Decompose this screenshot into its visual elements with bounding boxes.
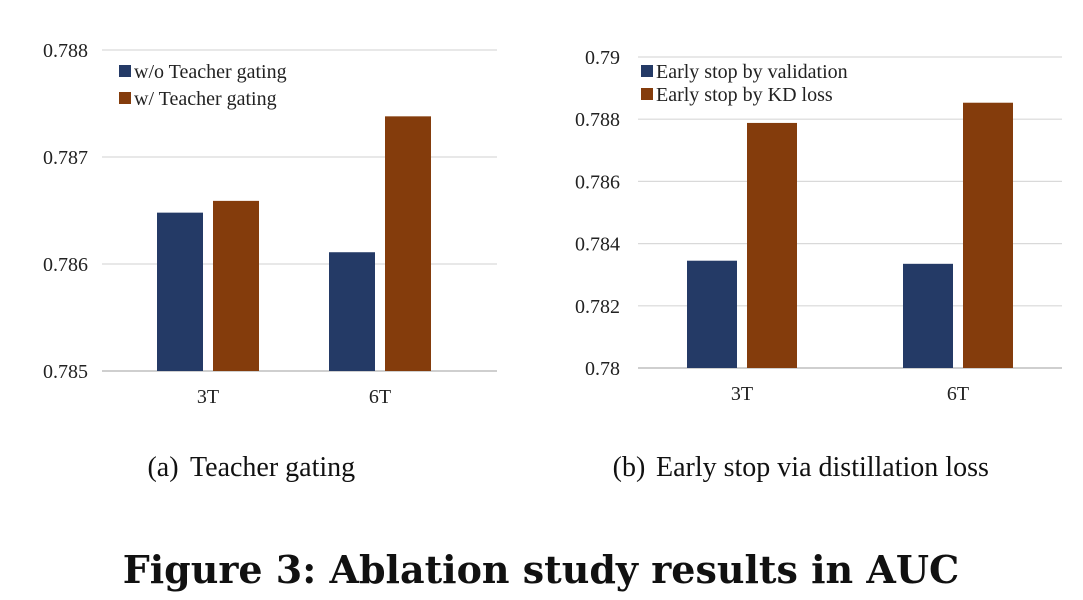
y-tick-label: 0.784 [575, 234, 620, 256]
legend-swatch [641, 88, 653, 100]
legend-swatch [641, 65, 653, 77]
y-tick-label: 0.79 [585, 47, 620, 69]
y-tick-label: 0.788 [575, 109, 620, 131]
caption-a-label: (a) [147, 452, 178, 483]
x-tick-label: 3T [731, 383, 753, 405]
caption-b-label: (b) [613, 452, 646, 483]
y-tick-label: 0.78 [585, 358, 620, 380]
y-tick-label: 0.786 [43, 254, 88, 276]
bar [157, 212, 203, 371]
chart-early-stop: 0.78 0.782 0.784 0.786 0.788 0.79 3T 6T Early st… [575, 47, 1062, 405]
y-tick-label: 0.785 [43, 361, 88, 383]
y-tick-label: 0.786 [575, 171, 620, 193]
legend-swatch [119, 65, 131, 77]
legend-label: w/o Teacher gating [134, 61, 287, 83]
chart-teacher-gating: 0.785 0.786 0.787 0.788 3T 6T w/o Teacher gati… [43, 40, 497, 408]
legend-label: Early stop by KD loss [656, 84, 833, 106]
legend-label: Early stop by validation [656, 61, 848, 83]
bar [213, 200, 259, 371]
bar [903, 263, 953, 368]
x-tick-label: 3T [197, 386, 219, 408]
legend-label: w/ Teacher gating [134, 88, 277, 110]
x-tick-label: 6T [947, 383, 969, 405]
x-tick-label: 6T [369, 386, 391, 408]
bar [329, 252, 375, 371]
bar [747, 122, 797, 368]
y-tick-label: 0.782 [575, 296, 620, 318]
figure-title: Figure 3: Ablation study results in AUC [123, 547, 959, 592]
y-tick-label: 0.787 [43, 147, 88, 169]
caption-b: Early stop via distillation loss [656, 452, 989, 483]
legend-swatch [119, 92, 131, 104]
y-tick-label: 0.788 [43, 40, 88, 62]
caption-a: Teacher gating [190, 452, 355, 483]
bar [687, 260, 737, 368]
bar [385, 116, 431, 371]
bar [963, 102, 1013, 368]
